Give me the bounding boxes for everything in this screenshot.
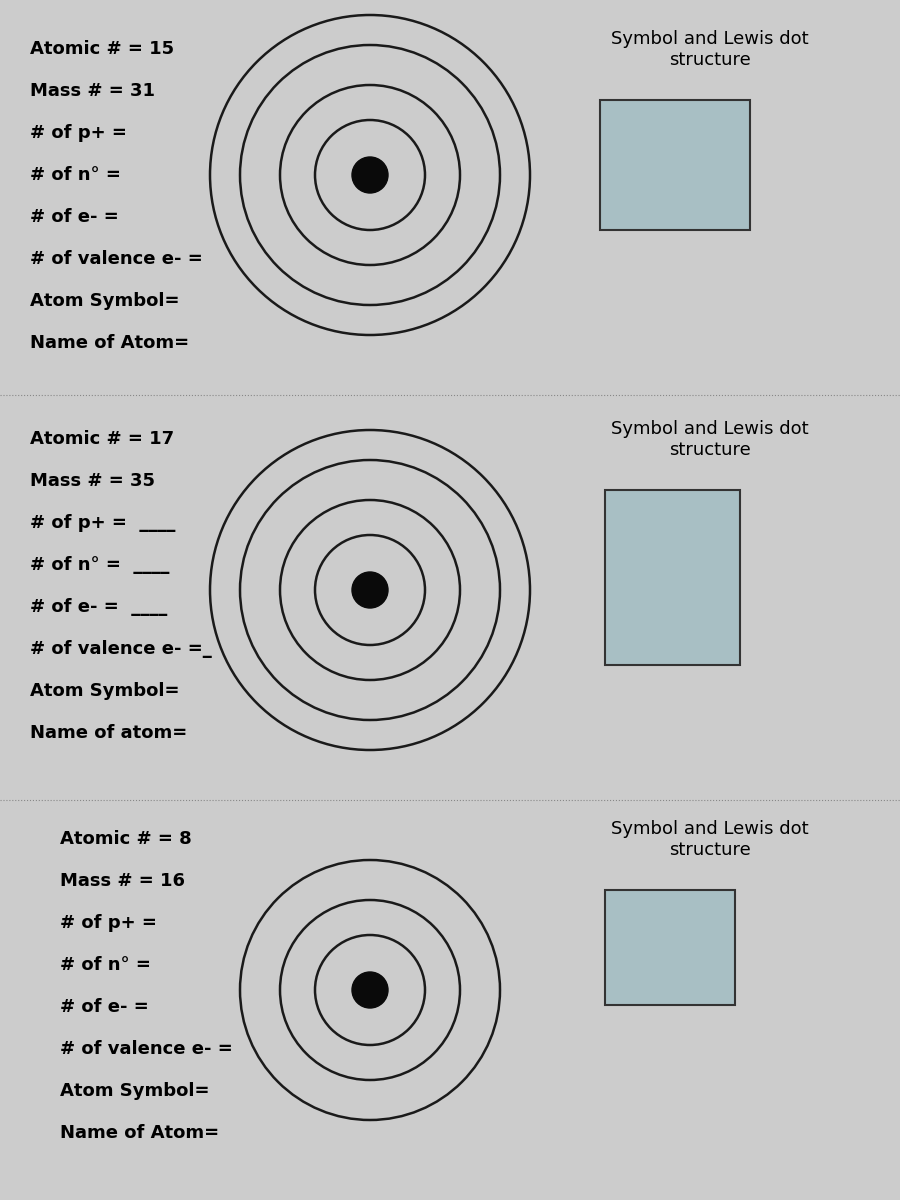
Text: Name of Atom=: Name of Atom= (60, 1124, 219, 1142)
Text: Mass # = 16: Mass # = 16 (60, 872, 185, 890)
Text: # of p+ =  ____: # of p+ = ____ (30, 514, 176, 532)
Bar (605, 890, 735, 1006)
Text: # of valence e- =: # of valence e- = (60, 1040, 233, 1058)
Text: # of valence e- =_: # of valence e- =_ (30, 640, 212, 658)
Text: Atomic # = 15: Atomic # = 15 (30, 40, 174, 58)
Text: Mass # = 31: Mass # = 31 (30, 82, 155, 100)
Text: Mass # = 35: Mass # = 35 (30, 472, 155, 490)
Text: Symbol and Lewis dot
structure: Symbol and Lewis dot structure (611, 420, 809, 458)
Text: Atom Symbol=: Atom Symbol= (30, 682, 179, 700)
Text: Atom Symbol=: Atom Symbol= (60, 1082, 210, 1100)
Circle shape (352, 157, 388, 193)
Text: # of e- =: # of e- = (60, 998, 148, 1016)
Bar (600, 100, 750, 230)
Text: Name of Atom=: Name of Atom= (30, 334, 189, 352)
Bar (605, 490, 740, 665)
Text: Atomic # = 8: Atomic # = 8 (60, 830, 192, 848)
Circle shape (352, 572, 388, 608)
Text: Atom Symbol=: Atom Symbol= (30, 292, 179, 310)
Text: # of n° =  ____: # of n° = ____ (30, 556, 169, 574)
Text: # of valence e- =: # of valence e- = (30, 250, 202, 268)
Text: # of n° =: # of n° = (60, 956, 151, 974)
Text: Name of atom=: Name of atom= (30, 724, 187, 742)
Circle shape (352, 972, 388, 1008)
Text: # of p+ =: # of p+ = (60, 914, 157, 932)
Text: Atomic # = 17: Atomic # = 17 (30, 430, 174, 448)
Text: # of p+ =: # of p+ = (30, 124, 127, 142)
Text: Symbol and Lewis dot
structure: Symbol and Lewis dot structure (611, 30, 809, 68)
Text: Symbol and Lewis dot
structure: Symbol and Lewis dot structure (611, 820, 809, 859)
Text: # of e- =: # of e- = (30, 208, 119, 226)
Text: # of e- =  ____: # of e- = ____ (30, 598, 167, 616)
Text: # of n° =: # of n° = (30, 166, 121, 184)
